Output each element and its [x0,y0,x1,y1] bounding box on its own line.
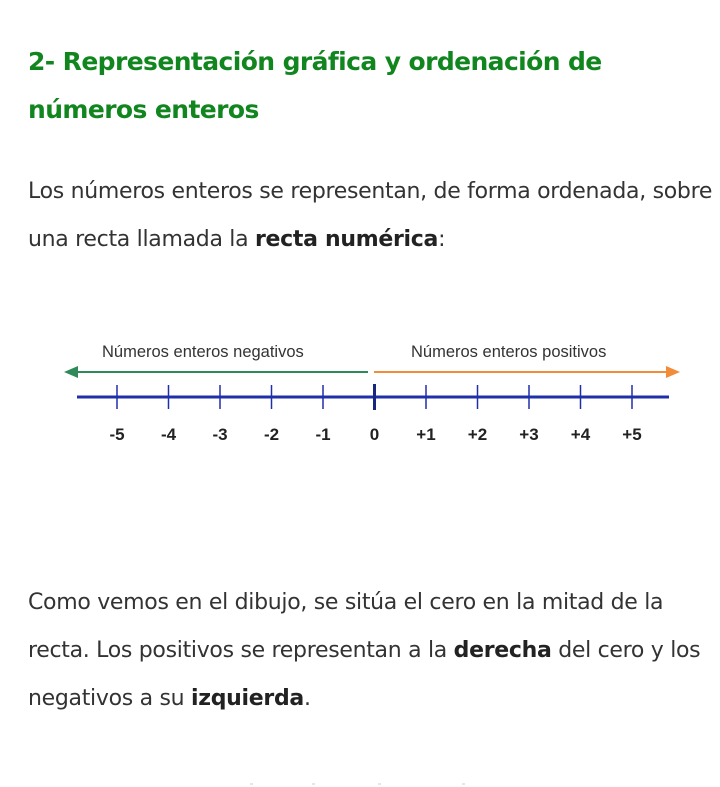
explanation-paragraph: Como vemos en el dibujo, se sitúa el cer… [28,579,718,723]
negative-label: Números enteros negativos [102,343,304,361]
tick-label: -4 [161,425,177,444]
tick-label: -3 [212,425,227,444]
bottom-divider-dots [230,783,490,785]
intro-bold-term: recta numérica [255,227,439,252]
negative-arrow-head [64,366,78,378]
intro-paragraph: Los números enteros se representan, de f… [28,168,718,264]
tick-label: 0 [370,425,379,444]
explanation-text-1: Como vemos en el dibujo, se sitúa el cer… [28,590,664,663]
tick-label-group: -5 -4 -3 -2 -1 0 +1 +2 +3 +4 +5 [109,425,641,444]
tick-label: +1 [416,425,435,444]
tick-label: -2 [264,425,279,444]
tick-label: +5 [622,425,641,444]
positive-arrow-head [666,366,680,378]
section-heading: 2- Representación gráfica y ordenación d… [28,47,602,124]
divider-dot [462,783,465,785]
explanation-text-3: . [303,686,311,711]
tick-label: -5 [109,425,124,444]
number-line-svg: Números enteros negativos Números entero… [64,343,680,444]
explanation-text-2: del cero y los negativos a su [28,638,701,711]
tick-label: -1 [315,425,330,444]
intro-colon: : [438,227,446,252]
tick-label: +3 [519,425,538,444]
divider-dot [250,783,253,785]
tick-label: +4 [571,425,591,444]
right-term: derecha [453,638,552,663]
intro-text: Los números enteros se representan, de f… [28,179,713,252]
number-line-figure: Números enteros negativos Números entero… [50,332,700,452]
divider-dot [312,783,315,785]
positive-label: Números enteros positivos [411,343,606,361]
tick-label: +2 [468,425,487,444]
left-term: izquierda [190,686,304,711]
tick-group [116,384,633,410]
divider-dot [378,783,381,785]
